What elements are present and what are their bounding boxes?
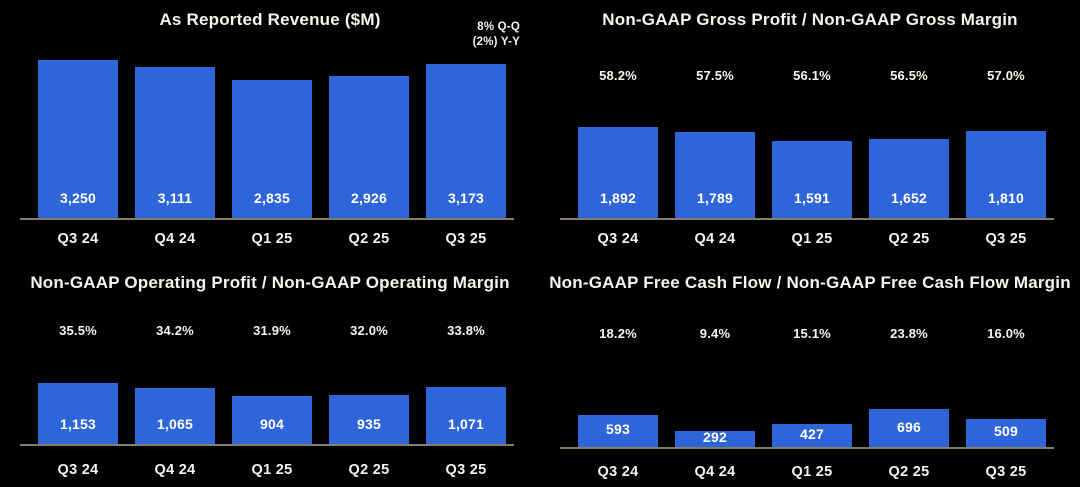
x-axis-line: [20, 444, 514, 446]
growth-annotation: 8% Q-Q (2%) Y-Y: [473, 20, 520, 50]
bar-value-label: 935: [357, 416, 381, 432]
bar-q3-24: 3,250: [38, 60, 118, 218]
bar-value-label: 292: [703, 429, 727, 445]
margin-pct-label: 34.2%: [156, 323, 194, 338]
bar-value-label: 1,652: [890, 190, 928, 206]
x-axis-label: Q1 25: [791, 231, 833, 247]
bar-q1-25: 2,835: [232, 80, 312, 218]
x-axis-label: Q3 25: [985, 231, 1027, 247]
bar-q2-25: 696: [869, 409, 949, 447]
margin-pct-label: 57.0%: [987, 68, 1025, 83]
bar-value-label: 1,071: [447, 416, 485, 432]
bar-value-label: 3,173: [447, 190, 485, 206]
x-axis-line: [20, 218, 514, 220]
margin-pct-label: 56.5%: [890, 68, 928, 83]
bar-q3-25: 3,173: [426, 64, 506, 218]
chart-panel-operating-profit: Non-GAAP Operating Profit / Non-GAAP Ope…: [0, 250, 540, 487]
x-axis-label: Q3 24: [57, 462, 99, 478]
bar-value-label: 696: [897, 419, 921, 435]
margin-pct-label: 23.8%: [890, 326, 928, 341]
margin-pct-label: 18.2%: [599, 326, 637, 341]
margin-pct-label: 16.0%: [987, 326, 1025, 341]
margin-pct-label: 33.8%: [447, 323, 485, 338]
x-axis-label: Q4 24: [694, 464, 736, 480]
chart-title-gross-profit: Non-GAAP Gross Profit / Non-GAAP Gross M…: [602, 10, 1018, 29]
bar-value-label: 1,892: [599, 190, 637, 206]
bar-value-label: 2,926: [350, 190, 388, 206]
bar-q3-25: 509: [966, 419, 1046, 447]
bar-q3-25: 1,071: [426, 387, 506, 444]
margin-pct-label: 58.2%: [599, 68, 637, 83]
bar-value-label: 1,065: [156, 416, 194, 432]
bar-value-label: 2,835: [253, 190, 291, 206]
bar-q1-25: 427: [772, 424, 852, 447]
chart-panel-revenue: As Reported Revenue ($M) 8% Q-Q (2%) Y-Y…: [0, 0, 540, 250]
chart-title-operating-profit: Non-GAAP Operating Profit / Non-GAAP Ope…: [30, 273, 510, 292]
bar-q4-24: 3,111: [135, 67, 215, 218]
margin-pct-label: 57.5%: [696, 68, 734, 83]
x-axis-label: Q3 24: [57, 231, 99, 247]
bar-q4-24: 1,065: [135, 388, 215, 444]
bar-value-label: 427: [800, 426, 824, 442]
x-axis-line: [560, 218, 1054, 220]
bar-value-label: 3,250: [59, 190, 97, 206]
bar-value-label: 593: [606, 421, 630, 437]
bar-value-label: 904: [260, 416, 284, 432]
x-axis-label: Q2 25: [888, 231, 930, 247]
x-axis-label: Q2 25: [348, 231, 390, 247]
x-axis-label: Q1 25: [251, 231, 293, 247]
bar-q3-25: 1,810: [966, 131, 1046, 218]
bar-q3-24: 1,892: [578, 127, 658, 218]
chart-panel-gross-profit: Non-GAAP Gross Profit / Non-GAAP Gross M…: [540, 0, 1080, 250]
margin-pct-label: 15.1%: [793, 326, 831, 341]
x-axis-label: Q4 24: [694, 231, 736, 247]
x-axis-label: Q3 24: [597, 464, 639, 480]
chart-title-revenue: As Reported Revenue ($M): [159, 10, 381, 29]
x-axis-label: Q3 25: [985, 464, 1027, 480]
bar-value-label: 1,591: [793, 190, 831, 206]
x-axis-label: Q2 25: [348, 462, 390, 478]
x-axis-label: Q3 24: [597, 231, 639, 247]
bar-value-label: 1,153: [59, 416, 97, 432]
bar-q2-25: 1,652: [869, 139, 949, 218]
x-axis-label: Q4 24: [154, 231, 196, 247]
bar-value-label: 1,810: [987, 190, 1025, 206]
x-axis-label: Q4 24: [154, 462, 196, 478]
margin-pct-label: 35.5%: [59, 323, 97, 338]
x-axis-label: Q1 25: [251, 462, 293, 478]
chart-title-free-cash-flow: Non-GAAP Free Cash Flow / Non-GAAP Free …: [549, 273, 1071, 292]
bar-q3-24: 1,153: [38, 383, 118, 444]
margin-pct-label: 32.0%: [350, 323, 388, 338]
bar-value-label: 3,111: [157, 190, 193, 206]
margin-pct-label: 31.9%: [253, 323, 291, 338]
bar-q2-25: 2,926: [329, 76, 409, 218]
bar-q2-25: 935: [329, 395, 409, 444]
margin-pct-label: 9.4%: [699, 326, 731, 341]
bar-q1-25: 1,591: [772, 141, 852, 218]
bar-value-label: 509: [994, 423, 1018, 439]
annotation-line-yy: (2%) Y-Y: [472, 36, 520, 48]
bar-q3-24: 593: [578, 415, 658, 447]
bar-q4-24: 292: [675, 429, 755, 447]
x-axis-label: Q1 25: [791, 464, 833, 480]
annotation-line-qq: 8% Q-Q: [477, 21, 520, 33]
x-axis-line: [560, 447, 1054, 449]
x-axis-label: Q2 25: [888, 464, 930, 480]
x-axis-label: Q3 25: [445, 231, 487, 247]
x-axis-label: Q3 25: [445, 462, 487, 478]
bar-q4-24: 1,789: [675, 132, 755, 218]
bar-q1-25: 904: [232, 396, 312, 444]
bar-value-label: 1,789: [696, 190, 734, 206]
chart-panel-free-cash-flow: Non-GAAP Free Cash Flow / Non-GAAP Free …: [540, 250, 1080, 487]
margin-pct-label: 56.1%: [793, 68, 831, 83]
